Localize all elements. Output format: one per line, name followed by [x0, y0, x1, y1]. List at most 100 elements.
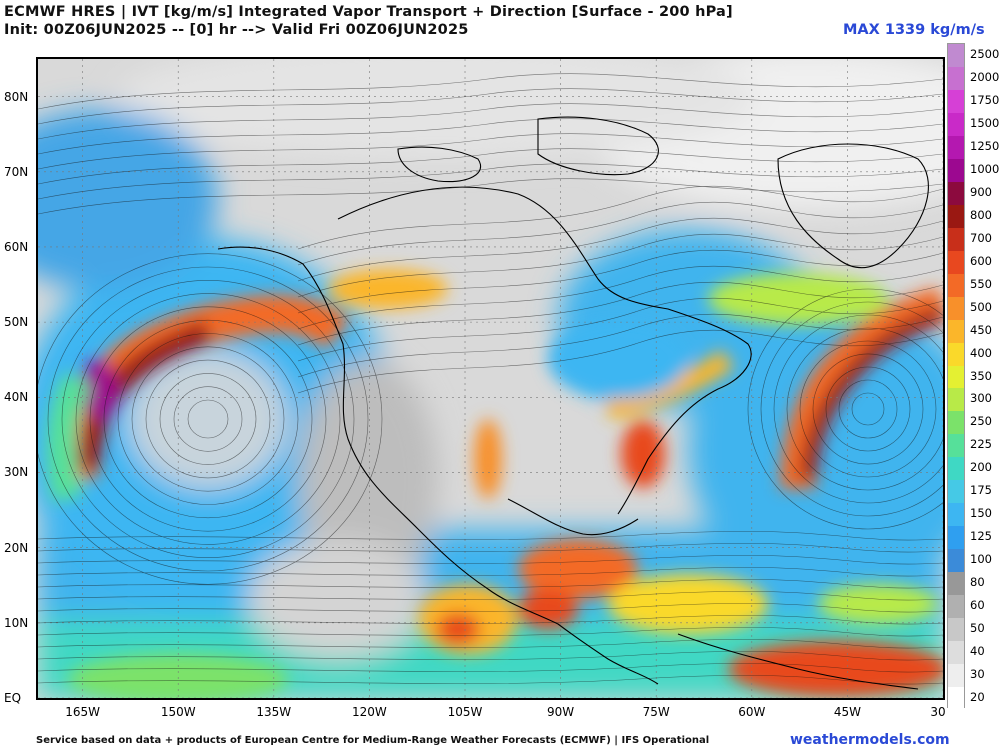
- colorbar-label: 40: [970, 643, 985, 658]
- ivt-map: [36, 57, 945, 700]
- streamline: [38, 531, 943, 541]
- colorbar-label: 400: [970, 345, 992, 360]
- streamline: [38, 148, 943, 185]
- streamline: [38, 663, 943, 673]
- lon-label-120w: 120W: [352, 705, 387, 719]
- init-valid-time: Init: 00Z06JUN2025 -- [0] hr --> Valid F…: [4, 22, 469, 38]
- streamline: [38, 163, 943, 200]
- streamline: [297, 281, 943, 346]
- lon-label-30: 30: [930, 705, 946, 719]
- streamline: [38, 651, 943, 661]
- colorbar-segment: [948, 89, 964, 114]
- colorbar-label: 50: [970, 620, 985, 635]
- colorbar-label: 60: [970, 597, 985, 612]
- streamline: [103, 319, 313, 519]
- streamline: [145, 359, 271, 479]
- streamline: [38, 567, 943, 577]
- colorbar-label: 100: [970, 551, 992, 566]
- colorbar-label: 20: [970, 689, 985, 704]
- lon-label-90w: 90W: [547, 705, 575, 719]
- lon-label-165w: 165W: [65, 705, 100, 719]
- colorbar-segment: [948, 227, 964, 251]
- lat-label-80n: 80N: [4, 89, 29, 104]
- streamline: [38, 133, 943, 170]
- colorbar-label: 125: [970, 529, 992, 544]
- streamline: [173, 386, 243, 452]
- streamline: [38, 591, 943, 601]
- colorbar-label: 2500: [970, 47, 1000, 62]
- streamline: [297, 297, 943, 362]
- colorbar-segment: [948, 273, 964, 297]
- streamline: [38, 555, 943, 565]
- colorbar-segment: [948, 204, 964, 228]
- colorbar-segment: [948, 250, 964, 274]
- streamline: [773, 314, 943, 504]
- streamline: [297, 233, 943, 298]
- colorbar-label: 2000: [970, 70, 1000, 85]
- colorbar-label: 300: [970, 391, 992, 406]
- colorbar-segment: [948, 686, 964, 710]
- streamline: [297, 201, 943, 266]
- colorbar-segment: [948, 479, 964, 504]
- streamline: [297, 249, 943, 314]
- colorbar-segment: [948, 387, 964, 412]
- colorbar-label: 30: [970, 666, 985, 681]
- streamline: [297, 329, 943, 394]
- colorbar-segment: [948, 617, 964, 641]
- colorbar-label: 550: [970, 276, 992, 291]
- streamline: [61, 280, 355, 558]
- streamline: [825, 366, 911, 452]
- streamline: [747, 288, 943, 530]
- colorbar-label: 500: [970, 299, 992, 314]
- colorbar-segment: [948, 181, 964, 205]
- colorbar-segment: [948, 135, 964, 160]
- streamline: [38, 579, 943, 589]
- colorbar-label: 1000: [970, 162, 1000, 177]
- streamline: [75, 293, 341, 545]
- streamline: [38, 543, 943, 553]
- streamline: [297, 217, 943, 282]
- streamline: [38, 627, 943, 637]
- colorbar-label: 900: [970, 185, 992, 200]
- streamline: [117, 333, 299, 505]
- lat-label-20n: 20N: [4, 540, 29, 555]
- streamline: [760, 301, 943, 517]
- colorbar-segment: [948, 433, 964, 458]
- lon-label-105w: 105W: [447, 705, 483, 719]
- lat-label-eq: EQ: [4, 691, 22, 705]
- colorbar-label: 700: [970, 230, 992, 245]
- colorbar-label: 175: [970, 483, 992, 498]
- streamline: [297, 265, 943, 330]
- lat-label-60n: 60N: [4, 239, 29, 254]
- colorbar-segment: [948, 571, 964, 595]
- colorbar-segment: [948, 410, 964, 435]
- colorbar-label: 350: [970, 368, 992, 383]
- streamline: [38, 178, 943, 215]
- ivt-colorbar: [947, 43, 965, 710]
- colorbar-label: 800: [970, 207, 992, 222]
- colorbar-segment: [948, 502, 964, 527]
- colorbar-segment: [948, 296, 964, 320]
- colorbar-segment: [948, 663, 964, 687]
- colorbar-segment: [948, 640, 964, 664]
- streamline: [38, 103, 943, 140]
- max-value-label: MAX 1339 kg/m/s: [843, 22, 985, 38]
- map-title: ECMWF HRES | IVT [kg/m/s] Integrated Vap…: [4, 4, 733, 20]
- streamline: [851, 392, 885, 426]
- streamline: [297, 185, 943, 250]
- colorbar-label: 250: [970, 414, 992, 429]
- streamline: [799, 340, 937, 478]
- colorbar-segment: [948, 456, 964, 481]
- streamline: [786, 327, 943, 491]
- colorbar-segment: [948, 319, 964, 343]
- lat-label-70n: 70N: [4, 164, 29, 179]
- coastlines: [217, 116, 929, 690]
- site-link[interactable]: weathermodels.com: [790, 732, 950, 748]
- colorbar-segment: [948, 548, 964, 572]
- streamline: [38, 675, 943, 685]
- lon-label-45w: 45W: [833, 705, 861, 719]
- data-credit: Service based on data + products of Euro…: [36, 735, 710, 746]
- colorbar-label: 225: [970, 437, 992, 452]
- colorbar-label: 450: [970, 322, 992, 337]
- colorbar-label: 80: [970, 574, 985, 589]
